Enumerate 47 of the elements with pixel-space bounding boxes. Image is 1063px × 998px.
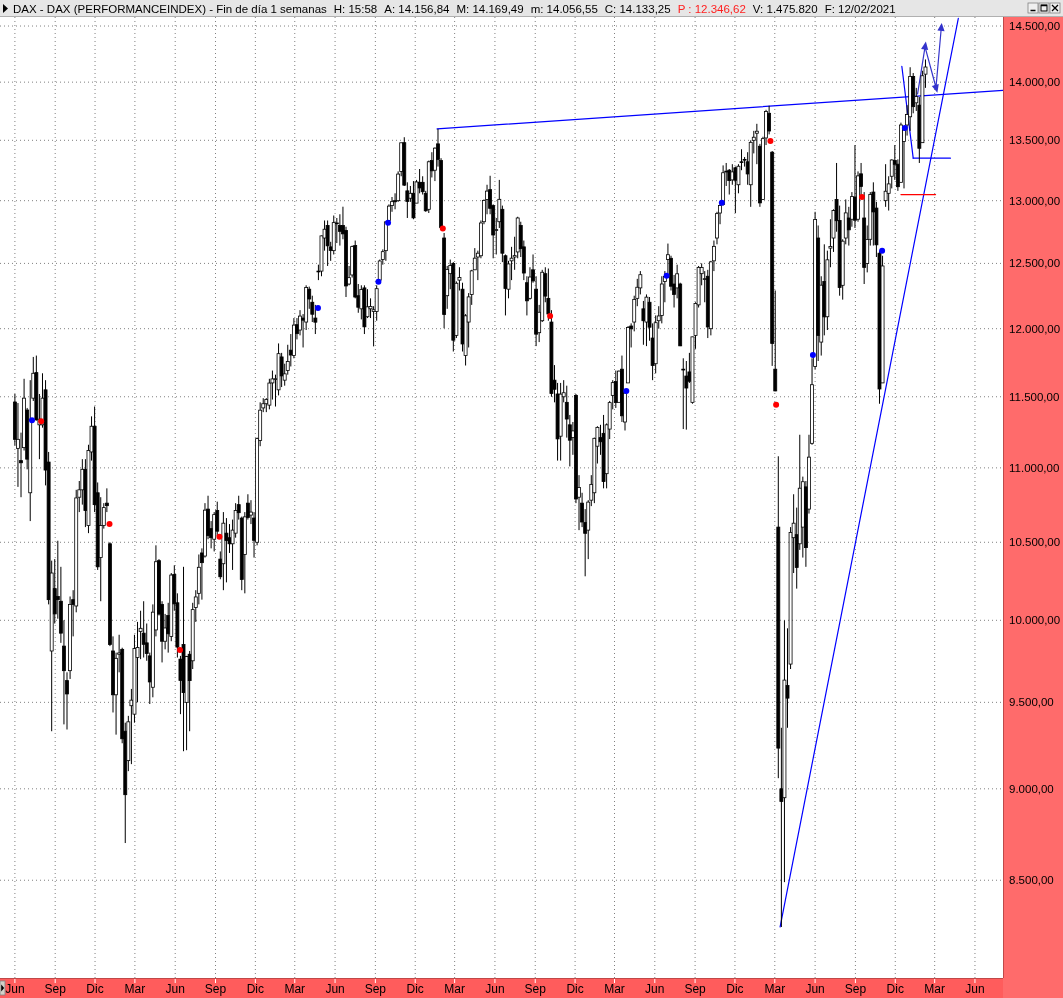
text: H: 15:58 bbox=[333, 2, 378, 15]
x-tick-label: Mar bbox=[924, 982, 946, 996]
x-tick-label: Jun bbox=[645, 982, 665, 996]
text: P : 12.346,62 bbox=[677, 2, 746, 15]
text: C: 14.133,25 bbox=[604, 2, 671, 15]
x-tick-label: Jun bbox=[5, 982, 25, 996]
x-tick-label: Mar bbox=[124, 982, 146, 996]
y-tick-label: 11.500,00 bbox=[1009, 390, 1060, 403]
text: F: 12/02/2021 bbox=[824, 2, 896, 15]
x-tick-label: Sep bbox=[844, 982, 867, 996]
x-tick-label: Dic bbox=[726, 982, 744, 996]
y-tick-label: 13.500,00 bbox=[1009, 134, 1061, 147]
x-tick-label: Dic bbox=[886, 982, 904, 996]
x-tick-label: Dic bbox=[566, 982, 584, 996]
text: V: 1.475.820 bbox=[752, 2, 818, 15]
chart-title: DAX - DAX (PERFORMANCEINDEX) - Fin de día 1 semanas bbox=[13, 2, 328, 15]
x-tick-label: Jun bbox=[325, 982, 345, 996]
y-tick-label: 12.500,00 bbox=[1009, 257, 1061, 270]
text: A: 14.156,84 bbox=[384, 2, 451, 15]
x-tick-label: Sep bbox=[524, 982, 547, 996]
y-tick-label: 13.000,00 bbox=[1009, 194, 1061, 207]
x-tick-label: Dic bbox=[246, 982, 265, 996]
x-tick-label: Mar bbox=[284, 982, 306, 996]
x-tick-label: Sep bbox=[684, 982, 707, 996]
y-tick-label: 9.000,00 bbox=[1009, 782, 1054, 795]
x-tick-label: Dic bbox=[86, 982, 104, 996]
x-tick-label: Mar bbox=[444, 982, 465, 996]
text: M: 14.169,49 bbox=[456, 2, 524, 15]
y-tick-label: 14.500,00 bbox=[1009, 20, 1061, 33]
y-tick-label: 8.500,00 bbox=[1009, 874, 1054, 887]
y-tick-label: 11.000,00 bbox=[1009, 461, 1060, 474]
x-tick-label: Jun bbox=[965, 982, 985, 996]
text: m: 14.056,55 bbox=[530, 2, 598, 15]
y-tick-label: 12.000,00 bbox=[1009, 322, 1061, 335]
x-tick-label: Sep bbox=[204, 982, 227, 996]
y-tick-label: 9.500,00 bbox=[1009, 696, 1054, 709]
y-tick-label: 10.500,00 bbox=[1009, 536, 1061, 549]
y-tick-label: 14.000,00 bbox=[1009, 76, 1061, 89]
x-tick-label: Jun bbox=[165, 982, 185, 996]
x-tick-label: Mar bbox=[604, 982, 625, 996]
x-tick-label: Dic bbox=[406, 982, 424, 996]
x-tick-label: Mar bbox=[764, 982, 786, 996]
x-tick-label: Sep bbox=[364, 982, 387, 996]
y-tick-label: 10.000,00 bbox=[1009, 614, 1061, 627]
x-tick-label: Jun bbox=[805, 982, 825, 996]
x-tick-label: Sep bbox=[44, 982, 67, 996]
x-tick-label: Jun bbox=[485, 982, 505, 996]
